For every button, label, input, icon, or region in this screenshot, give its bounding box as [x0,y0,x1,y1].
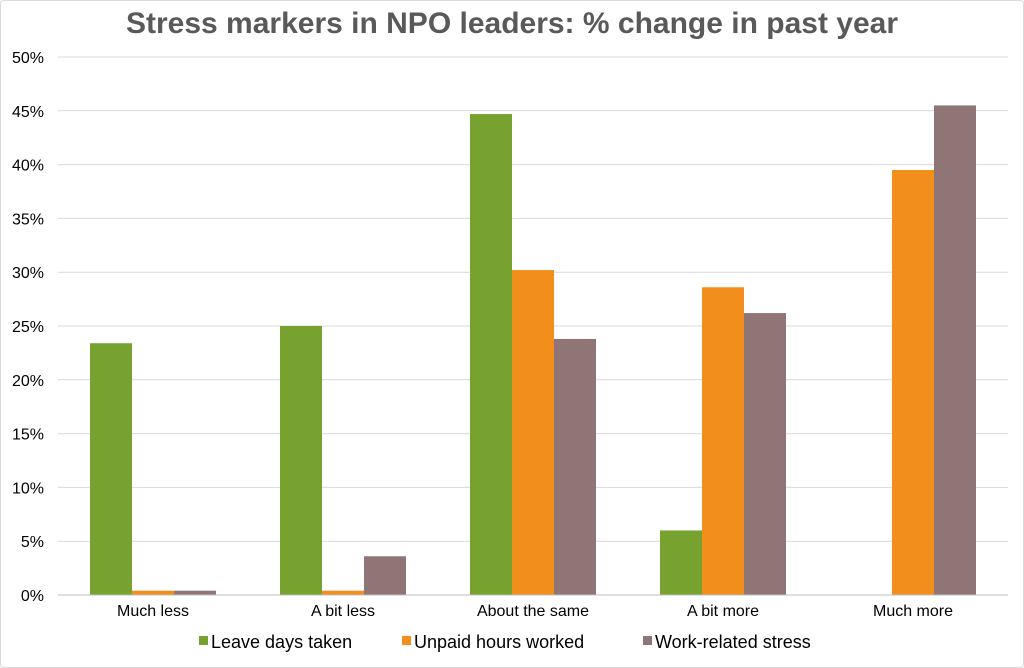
legend-swatch [643,636,652,645]
x-category-label: About the same [477,603,589,620]
y-tick-label: 40% [12,158,44,175]
y-tick-label: 10% [12,480,44,497]
legend-swatch [402,636,411,645]
bar [470,114,512,595]
y-tick-label: 15% [12,427,44,444]
bar [702,287,744,595]
legend-label: Leave days taken [211,632,352,652]
bar [660,530,702,595]
bars [90,105,976,596]
gridlines [58,56,1008,542]
chart-title: Stress markers in NPO leaders: % change … [126,7,898,40]
x-axis-categories: Much less A bit less About the same A bit m… [117,603,953,620]
legend: Leave days taken Unpaid hours worked Work-… [199,632,811,652]
y-axis-ticks: 0% 5% 10% 15% 20% 25% 30% 35% 40% 45% 50% [12,50,44,605]
y-tick-label: 35% [12,211,44,228]
bar [934,105,976,596]
y-tick-label: 5% [21,534,44,551]
y-tick-label: 30% [12,265,44,282]
y-tick-label: 45% [12,104,44,121]
x-category-label: Much less [117,603,189,620]
bar [90,343,132,595]
y-tick-label: 0% [21,588,44,605]
bar [554,338,596,595]
legend-label: Work-related stress [655,632,811,652]
bar [132,590,174,595]
bar [892,169,934,596]
y-tick-label: 50% [12,50,44,67]
bar [364,556,406,595]
bar [512,270,554,595]
y-tick-label: 25% [12,319,44,336]
bar [322,590,364,595]
x-category-label: Much more [873,603,953,620]
bar [744,313,786,595]
legend-label: Unpaid hours worked [414,632,584,652]
bar [174,590,216,595]
bar [280,326,322,595]
x-category-label: A bit more [687,603,759,620]
y-tick-label: 20% [12,373,44,390]
legend-swatch [199,636,208,645]
x-category-label: A bit less [311,603,375,620]
